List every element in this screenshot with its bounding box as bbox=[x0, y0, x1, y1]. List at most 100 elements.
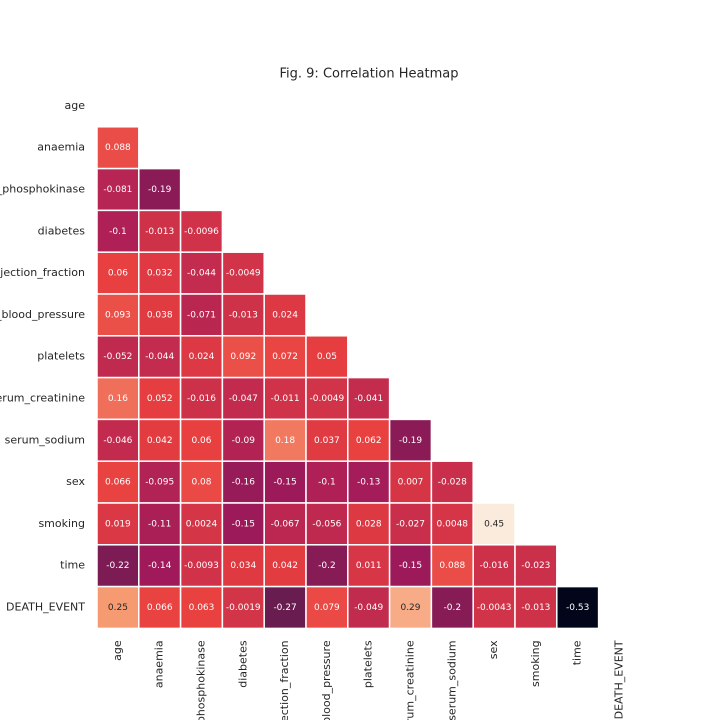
cell-label: 0.034 bbox=[230, 561, 256, 571]
x-tick-label: ejection_fraction bbox=[278, 640, 291, 720]
cell-label: 0.032 bbox=[147, 269, 173, 279]
heatmap-cell bbox=[221, 293, 265, 337]
cell-label: 0.06 bbox=[191, 436, 211, 446]
cell-label: -0.049 bbox=[354, 603, 383, 613]
x-tick-label: creatinine_phosphokinase bbox=[195, 640, 208, 720]
heatmap-cell bbox=[138, 335, 182, 379]
cell-label: -0.15 bbox=[232, 519, 255, 529]
cell-label: -0.2 bbox=[318, 561, 336, 571]
heatmap-cell bbox=[96, 335, 140, 379]
cell-label: -0.067 bbox=[271, 519, 300, 529]
y-tick-label: serum_sodium bbox=[5, 433, 85, 446]
cell-label: 0.0048 bbox=[437, 519, 469, 529]
x-tick-label: platelets bbox=[362, 640, 375, 688]
heatmap-cell bbox=[179, 209, 224, 253]
cell-label: -0.0043 bbox=[477, 603, 512, 613]
cell-label: 0.092 bbox=[230, 352, 256, 362]
heatmap-cell bbox=[388, 585, 433, 630]
y-tick-label: high_blood_pressure bbox=[0, 308, 85, 321]
heatmap-cell bbox=[221, 251, 265, 295]
cell-label: -0.22 bbox=[106, 561, 129, 571]
heatmap-cell bbox=[221, 502, 265, 546]
heatmap-cell bbox=[430, 502, 474, 546]
cell-label: 0.093 bbox=[105, 310, 131, 320]
cell-label: -0.056 bbox=[312, 519, 341, 529]
heatmap-cell bbox=[221, 544, 265, 588]
heatmap-cell bbox=[138, 251, 182, 295]
cell-label: 0.042 bbox=[147, 436, 173, 446]
heatmap-cell bbox=[388, 502, 433, 546]
y-tick-label: DEATH_EVENT bbox=[6, 601, 85, 614]
heatmap-cell bbox=[96, 544, 140, 588]
cell-label: 0.062 bbox=[356, 436, 382, 446]
heatmap-cell bbox=[263, 335, 307, 379]
heatmap-cell bbox=[305, 585, 349, 630]
heatmap-cell bbox=[472, 502, 516, 546]
cell-label: 0.06 bbox=[108, 269, 128, 279]
y-tick-label: creatinine_phosphokinase bbox=[0, 183, 85, 196]
cell-label: 0.18 bbox=[275, 436, 295, 446]
cell-label: -0.095 bbox=[145, 478, 174, 488]
cell-label: -0.11 bbox=[148, 519, 171, 529]
cell-label: -0.2 bbox=[444, 603, 462, 613]
heatmap-cell bbox=[96, 585, 140, 630]
cell-label: -0.19 bbox=[148, 185, 172, 195]
x-tick-label: anaemia bbox=[153, 640, 166, 688]
cell-label: -0.0049 bbox=[310, 394, 345, 404]
cell-label: -0.011 bbox=[271, 394, 300, 404]
x-tick-label: sex bbox=[487, 640, 500, 659]
heatmap-cell bbox=[263, 502, 307, 546]
cell-label: 0.45 bbox=[484, 519, 504, 529]
heatmap-cell bbox=[96, 376, 140, 421]
cell-label: 0.028 bbox=[356, 519, 382, 529]
cell-label: -0.09 bbox=[232, 436, 256, 446]
heatmap-cell bbox=[138, 376, 182, 421]
cell-label: -0.14 bbox=[148, 561, 172, 571]
cell-label: -0.15 bbox=[273, 478, 296, 488]
heatmap-cell bbox=[179, 502, 224, 546]
cell-label: -0.16 bbox=[232, 478, 256, 488]
cell-label: -0.081 bbox=[103, 185, 132, 195]
cell-label: 0.011 bbox=[356, 561, 382, 571]
heatmap-cell bbox=[221, 335, 265, 379]
cell-label: 0.05 bbox=[317, 352, 337, 362]
cell-label: 0.007 bbox=[398, 478, 424, 488]
heatmap-cell bbox=[96, 460, 140, 504]
cell-label: -0.028 bbox=[438, 478, 467, 488]
cell-label: 0.29 bbox=[400, 603, 420, 613]
cell-label: -0.016 bbox=[480, 561, 509, 571]
cell-label: 0.08 bbox=[191, 478, 211, 488]
cell-label: -0.013 bbox=[229, 310, 258, 320]
y-tick-label: time bbox=[60, 559, 85, 572]
heatmap-cell bbox=[305, 502, 349, 546]
heatmap-cell bbox=[430, 460, 474, 504]
x-tick-label: high_blood_pressure bbox=[320, 640, 333, 720]
cell-label: 0.16 bbox=[108, 394, 128, 404]
heatmap-cell bbox=[430, 544, 474, 588]
cell-label: 0.066 bbox=[105, 478, 131, 488]
cell-label: 0.25 bbox=[108, 603, 128, 613]
cell-label: 0.0024 bbox=[186, 519, 218, 529]
cell-label: -0.044 bbox=[187, 269, 216, 279]
x-tick-label: smoking bbox=[529, 640, 542, 687]
y-tick-label: platelets bbox=[37, 350, 85, 363]
cell-label: 0.024 bbox=[272, 310, 298, 320]
heatmap-cell bbox=[138, 585, 182, 630]
y-tick-label: serum_creatinine bbox=[0, 392, 85, 405]
heatmap-cell bbox=[96, 502, 140, 546]
cell-label: -0.047 bbox=[229, 394, 258, 404]
cell-label: 0.088 bbox=[439, 561, 465, 571]
heatmap-cell bbox=[556, 585, 600, 630]
cell-label: -0.53 bbox=[566, 603, 589, 613]
x-tick-label: diabetes bbox=[236, 640, 249, 688]
cell-label: 0.024 bbox=[189, 352, 215, 362]
heatmap-cell bbox=[514, 585, 558, 630]
cell-label: -0.016 bbox=[187, 394, 216, 404]
y-tick-label: diabetes bbox=[38, 224, 86, 237]
heatmap-cell bbox=[388, 418, 433, 462]
cell-label: -0.1 bbox=[109, 227, 127, 237]
y-tick-label: smoking bbox=[38, 517, 85, 530]
cell-label: -0.1 bbox=[318, 478, 336, 488]
heatmap-cell bbox=[305, 335, 349, 379]
